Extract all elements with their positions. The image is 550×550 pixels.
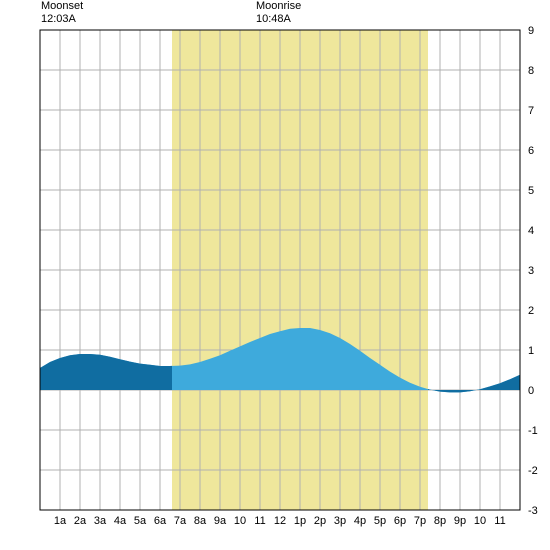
x-tick-label: 3p: [334, 515, 346, 527]
chart-header: Moonset 12:03A Moonrise 10:48A: [0, 0, 550, 30]
y-tick-label: 8: [528, 65, 534, 77]
x-tick-label: 6p: [394, 515, 406, 527]
x-tick-label: 4a: [114, 515, 127, 527]
x-tick-label: 11: [494, 515, 505, 527]
x-tick-label: 8p: [434, 515, 446, 527]
x-tick-label: 7a: [174, 515, 187, 527]
y-tick-label: 3: [528, 265, 534, 277]
x-tick-label: 3a: [94, 515, 107, 527]
x-tick-label: 12: [274, 515, 286, 527]
moonrise-label: Moonrise 10:48A: [256, 0, 301, 26]
x-tick-label: 6a: [154, 515, 167, 527]
y-axis: -3-2-10123456789: [528, 25, 538, 517]
y-tick-label: 5: [528, 185, 534, 197]
x-tick-label: 9a: [214, 515, 227, 527]
y-tick-label: -1: [528, 425, 538, 437]
x-tick-label: 5p: [374, 515, 386, 527]
x-tick-label: 2a: [74, 515, 87, 527]
y-tick-label: 4: [528, 225, 534, 237]
y-tick-label: 2: [528, 305, 534, 317]
x-tick-label: 10: [234, 515, 246, 527]
y-tick-label: -2: [528, 465, 538, 477]
x-tick-label: 1p: [294, 515, 306, 527]
x-tick-label: 8a: [194, 515, 207, 527]
x-tick-label: 4p: [354, 515, 366, 527]
y-tick-label: 7: [528, 105, 534, 117]
x-tick-label: 11: [254, 515, 265, 527]
moonset-time: 12:03A: [41, 13, 83, 26]
moonrise-title: Moonrise: [256, 0, 301, 12]
moonset-title: Moonset: [41, 0, 83, 12]
x-tick-label: 9p: [454, 515, 466, 527]
y-tick-label: 0: [528, 385, 534, 397]
x-axis: 1a 2a 3a 4a 5a 6a 7a 8a 9a 10 11 12 1p 2p 3p 4p 5p 6p 7p 8p…: [54, 515, 506, 527]
y-tick-label: -3: [528, 505, 538, 517]
x-tick-label: 2p: [314, 515, 326, 527]
moonset-label: Moonset 12:03A: [41, 0, 83, 26]
chart-svg: 1a2a3a4a5a6a7a8a9a1011121p2p3p4p5p6p7p8p…: [0, 0, 550, 550]
x-tick-label: 10: [474, 515, 486, 527]
y-tick-label: 1: [528, 345, 534, 357]
x-tick-label: 1a: [54, 515, 67, 527]
x-tick-label: 5a: [134, 515, 147, 527]
y-tick-label: 6: [528, 145, 534, 157]
tide-chart: Moonset 12:03A Moonrise 10:48A 1a 2a 3a 4a 5…: [0, 0, 550, 550]
moonrise-time: 10:48A: [256, 13, 301, 26]
x-tick-label: 7p: [414, 515, 426, 527]
